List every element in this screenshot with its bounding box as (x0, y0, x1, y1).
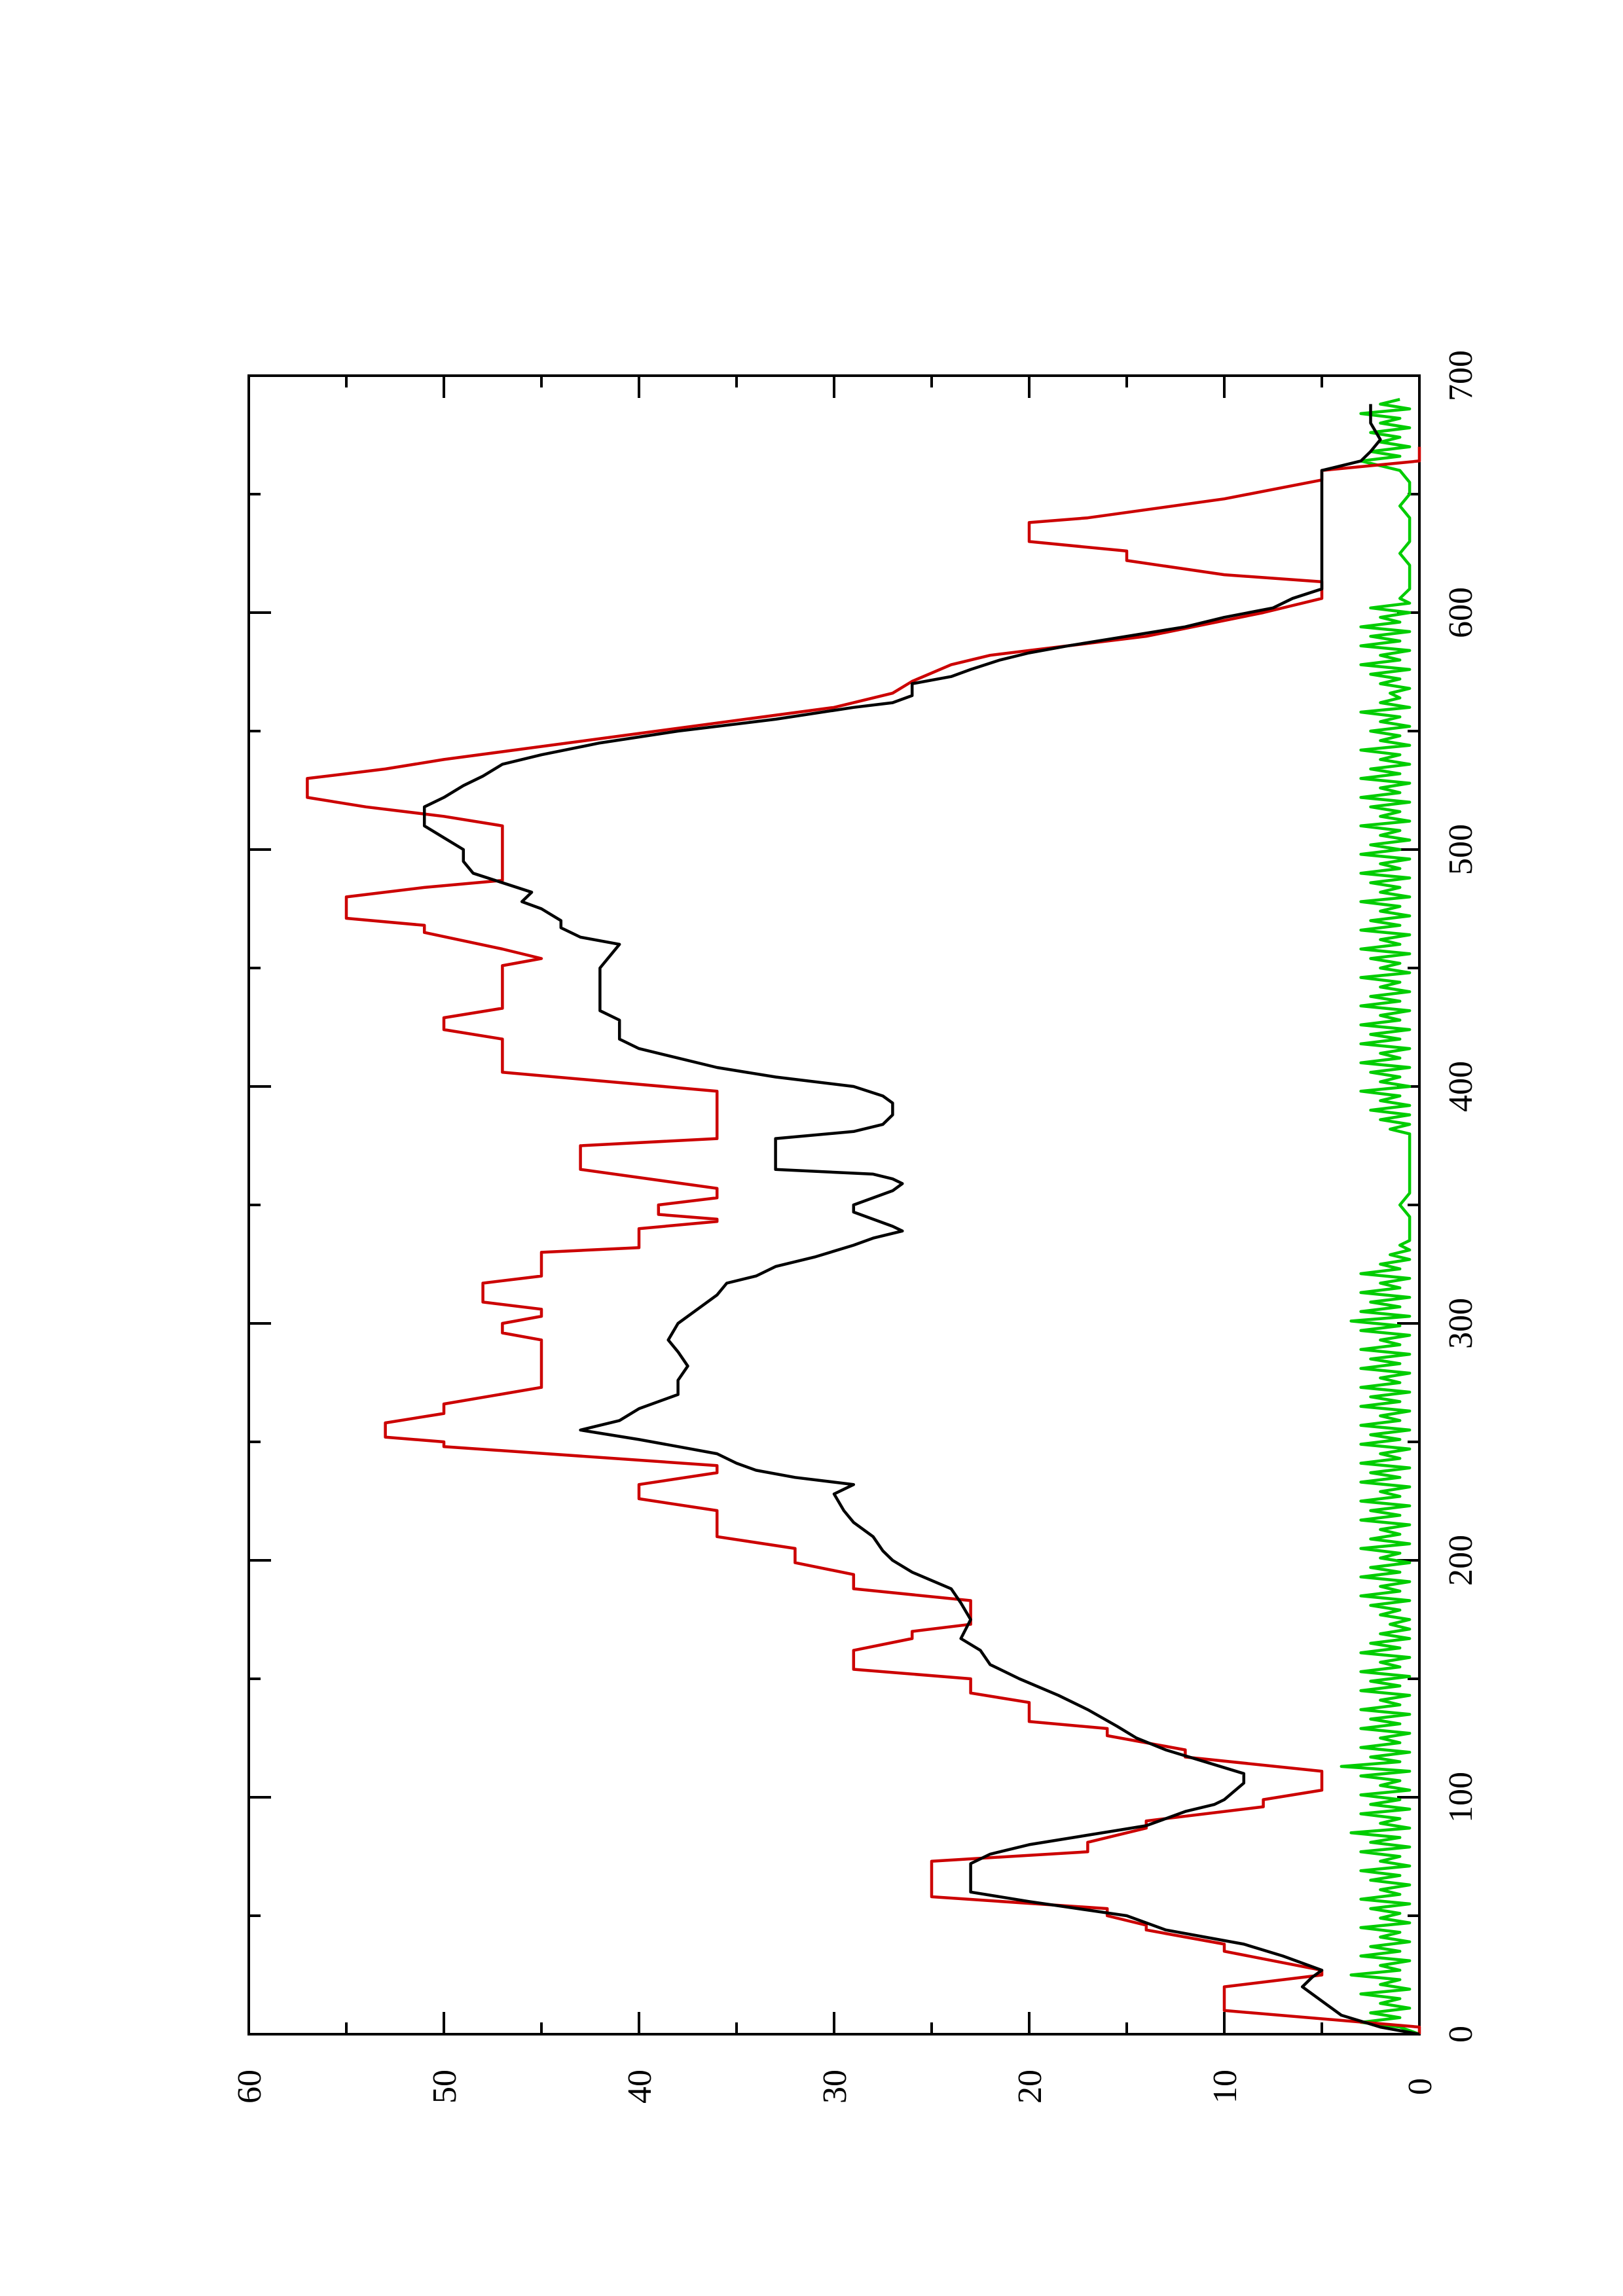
series-line-red (306, 446, 1421, 2034)
x-tick-label: 200 (1442, 1535, 1480, 1586)
x-tick-label: 700 (1442, 350, 1480, 401)
x-tick-label: 100 (1442, 1772, 1480, 1823)
x-tick-label: 400 (1442, 1061, 1480, 1112)
y-tick-label: 30 (816, 2070, 854, 2104)
x-tick-label: 500 (1442, 824, 1480, 875)
y-tick-label: 0 (1402, 2078, 1439, 2095)
chart-plot-area: 0 100 200 300 400 500 600 700 0 10 20 30 40 50 60 (231, 350, 1480, 2104)
y-tick-label: 50 (426, 2070, 464, 2104)
y-tick-label: 60 (231, 2070, 268, 2104)
y-tick-label: 10 (1207, 2070, 1244, 2104)
x-tick-label: 300 (1442, 1298, 1480, 1349)
plot-frame (247, 374, 1421, 2036)
x-tick-label: 600 (1442, 587, 1480, 638)
series-line-green (1340, 398, 1420, 2036)
x-tick-label: 0 (1442, 2026, 1480, 2043)
y-tick-label: 40 (621, 2070, 659, 2104)
series-line-black (422, 404, 1420, 2036)
y-tick-label: 20 (1012, 2070, 1049, 2104)
